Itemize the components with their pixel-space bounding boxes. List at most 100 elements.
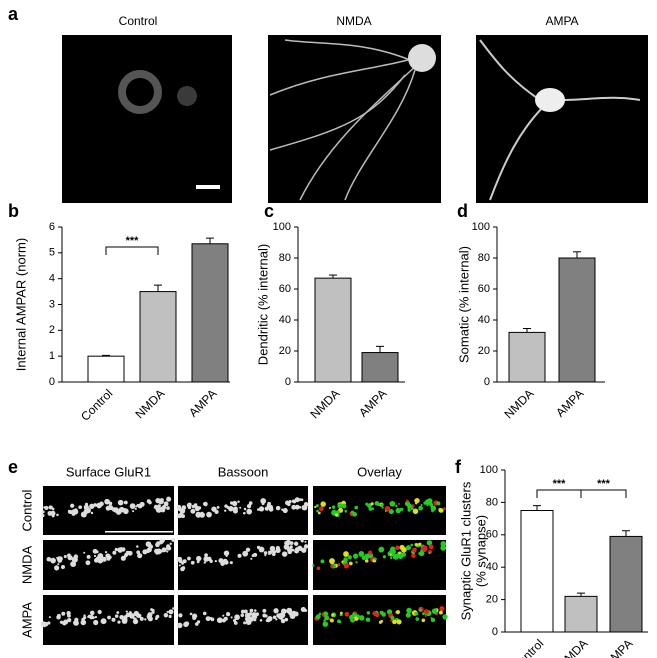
puncta	[97, 609, 102, 615]
puncta	[384, 509, 387, 513]
puncta	[50, 557, 56, 564]
puncta	[245, 547, 251, 552]
significance-label: ***	[126, 235, 140, 247]
puncta	[289, 545, 293, 549]
puncta	[354, 611, 357, 614]
puncta	[112, 550, 117, 555]
puncta	[222, 614, 225, 617]
puncta	[239, 506, 242, 509]
puncta	[376, 502, 380, 506]
y-tick-label: 100	[472, 221, 490, 233]
puncta	[132, 510, 135, 513]
puncta	[114, 614, 119, 618]
puncta	[275, 505, 281, 511]
puncta	[61, 611, 66, 616]
puncta	[114, 547, 118, 552]
puncta	[258, 546, 265, 553]
puncta	[440, 545, 447, 551]
image-ampa	[476, 35, 648, 203]
puncta	[169, 542, 172, 545]
puncta	[186, 502, 192, 508]
puncta	[418, 542, 422, 546]
puncta	[428, 551, 431, 555]
puncta	[73, 554, 79, 559]
puncta	[218, 558, 224, 564]
puncta	[224, 560, 229, 565]
puncta	[337, 503, 343, 509]
puncta	[253, 609, 257, 612]
bar	[609, 535, 643, 633]
puncta	[356, 614, 360, 618]
puncta	[396, 619, 402, 625]
column-title: Overlay	[357, 464, 402, 479]
x-tick-label: NMDA	[555, 636, 590, 658]
panel-label: a	[8, 4, 19, 24]
scale-bar	[105, 531, 173, 533]
puncta	[189, 612, 193, 616]
puncta	[418, 608, 422, 612]
puncta	[381, 506, 384, 509]
puncta	[262, 608, 267, 613]
puncta	[298, 498, 302, 502]
puncta	[109, 506, 114, 511]
puncta	[107, 615, 111, 620]
puncta	[51, 507, 55, 511]
puncta	[414, 611, 419, 616]
y-tick-label: 80	[279, 252, 291, 264]
puncta	[272, 615, 277, 620]
puncta	[243, 609, 248, 614]
x-tick-label: Control	[78, 386, 115, 423]
significance-bracket	[580, 489, 627, 498]
puncta	[171, 538, 176, 542]
puncta	[93, 554, 97, 558]
puncta	[160, 507, 166, 513]
puncta	[316, 509, 319, 513]
puncta	[104, 550, 108, 554]
puncta	[156, 541, 160, 545]
puncta	[410, 507, 414, 511]
puncta	[405, 545, 411, 551]
puncta	[117, 620, 121, 624]
puncta	[407, 508, 411, 512]
y-tick-label: 40	[478, 314, 490, 326]
puncta	[83, 504, 89, 510]
puncta	[144, 618, 147, 621]
puncta	[230, 616, 233, 619]
puncta	[66, 617, 72, 623]
puncta	[334, 513, 339, 517]
puncta	[147, 615, 152, 620]
puncta	[233, 506, 238, 512]
puncta	[361, 555, 366, 561]
puncta	[395, 545, 400, 550]
puncta	[258, 506, 265, 512]
puncta	[275, 618, 278, 621]
puncta	[57, 556, 61, 559]
puncta	[70, 503, 75, 508]
puncta	[203, 556, 209, 562]
puncta	[142, 549, 148, 555]
puncta	[98, 553, 102, 557]
puncta	[318, 506, 324, 512]
puncta	[312, 564, 315, 567]
puncta	[157, 504, 161, 508]
y-axis-label: Internal AMPAR (norm)	[13, 238, 28, 371]
puncta	[118, 506, 125, 513]
y-axis-label: Synaptic GluR1 clusters	[458, 481, 473, 620]
puncta	[223, 616, 228, 621]
puncta	[253, 552, 258, 557]
puncta	[168, 609, 174, 615]
puncta	[397, 502, 400, 505]
puncta	[331, 505, 336, 509]
puncta	[123, 500, 128, 505]
scale-bar	[196, 185, 220, 189]
puncta	[420, 504, 423, 507]
puncta	[289, 541, 294, 546]
puncta	[411, 553, 416, 558]
puncta	[214, 559, 217, 563]
puncta	[134, 507, 137, 510]
puncta	[147, 543, 150, 547]
puncta	[381, 612, 386, 617]
significance-bracket	[105, 193, 211, 203]
puncta	[181, 505, 187, 510]
y-tick-label: 4	[49, 273, 55, 285]
